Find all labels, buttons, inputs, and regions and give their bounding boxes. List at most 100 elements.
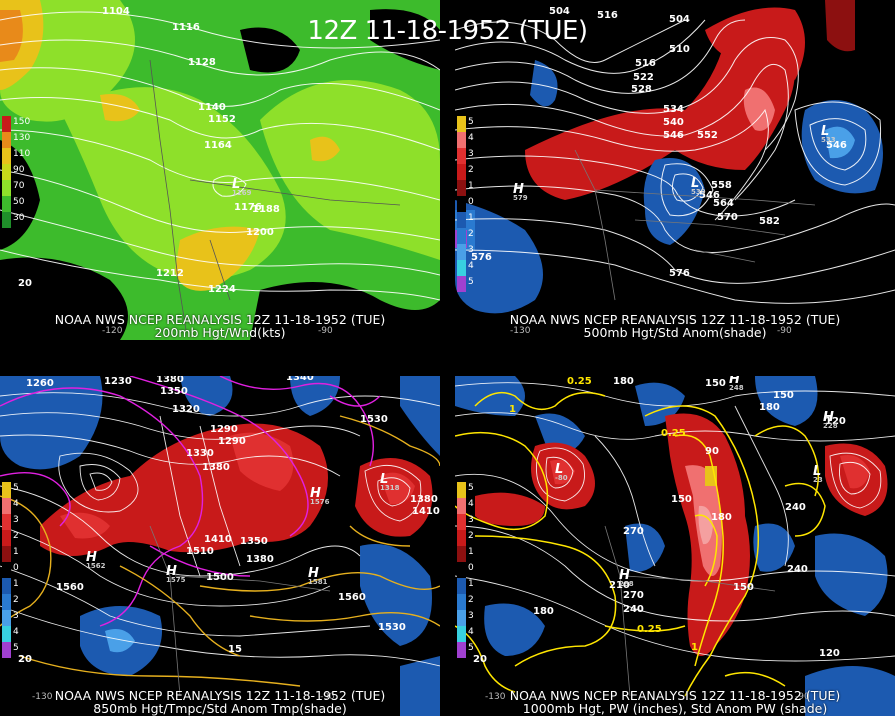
legend-swatch [2, 196, 11, 212]
contour-label: 150 [705, 378, 726, 389]
pressure-center-letter: H [513, 182, 524, 197]
legend-swatch [2, 578, 11, 594]
legend-temp-anomaly: 5 4 3 2 1 0 1 2 3 4 5 [2, 482, 19, 658]
legend-swatch [2, 610, 11, 626]
legend-label: 5 [13, 483, 19, 493]
panel-200mb-wind: 150 130 110 90 70 50 30 NOAA NWS NCEP REANALYS… [0, 0, 440, 340]
contour-label: 546 [663, 130, 684, 141]
legend-label: 5 [468, 117, 474, 127]
legend-entry: 0 [2, 562, 19, 578]
legend-swatch [2, 530, 11, 546]
legend-label: 3 [13, 515, 19, 525]
contour-label: 120 [819, 648, 840, 659]
legend-entry: 4 [457, 498, 474, 514]
contour-label: 1152 [208, 114, 236, 125]
pressure-center-value: 228 [823, 422, 838, 430]
low-pressure-marker: L 1169 [232, 177, 251, 197]
contour-label: 582 [759, 216, 780, 227]
legend-label: 4 [468, 261, 474, 271]
high-pressure-marker: H 1562 [86, 550, 105, 570]
legend-entry: 2 [457, 530, 474, 546]
legend-label: 0 [13, 563, 19, 573]
contour-label: 576 [669, 268, 690, 279]
caption-field: 200mb Hgt/Wnd(kts) [154, 325, 286, 340]
caption-field: 850mb Hgt/Tmpc/Std Anom Tmp(shade) [93, 701, 347, 716]
legend-entry: 1 [457, 180, 474, 196]
legend-entry: 0 [457, 562, 474, 578]
panel-500mb-anomaly: 5 4 3 2 1 0 1 2 3 4 5 NOAA NWS NCEP REANALYSIS 12Z… [455, 0, 895, 340]
legend-entry: 1 [457, 546, 474, 562]
contour-label: 1380 [156, 376, 184, 385]
pressure-center-letter: L [232, 177, 241, 192]
contour-label: 1212 [156, 268, 184, 279]
contour-label: 1230 [104, 376, 132, 387]
contour-label: 516 [597, 10, 618, 21]
pressure-center-letter: H [166, 564, 177, 579]
legend-entry: 30 [2, 212, 24, 228]
low-pressure-marker: L 539 [691, 176, 706, 196]
panel-850mb-temp: 5 4 3 2 1 0 1 2 3 4 5 NOAA NWS NCEP REANALYSIS 12Z… [0, 376, 440, 716]
legend-swatch [2, 132, 11, 148]
high-pressure-marker: H 579 [513, 182, 528, 202]
pressure-center-letter: L [821, 124, 830, 139]
contour-label: 1 [691, 642, 698, 653]
legend-label: 0 [468, 563, 474, 573]
legend-label: 2 [468, 165, 474, 175]
legend-entry: 110 [2, 148, 30, 164]
legend-entry: 5 [2, 642, 19, 658]
legend-label: 2 [468, 595, 474, 605]
contour-label: 180 [759, 402, 780, 413]
contour-label: 1104 [102, 6, 130, 17]
pressure-center-value: 1581 [308, 578, 328, 586]
high-pressure-marker: H 248 [729, 376, 744, 392]
pressure-center-letter: H [310, 486, 321, 501]
legend-swatch [457, 276, 466, 292]
legend-swatch [2, 562, 11, 578]
contour-label: 1330 [186, 448, 214, 459]
pressure-center-letter: L [555, 462, 564, 477]
contour-label: 1530 [378, 622, 406, 633]
legend-label: 2 [13, 531, 19, 541]
high-pressure-marker: H 1581 [308, 566, 327, 586]
contour-label: 20 [18, 654, 32, 665]
legend-swatch [2, 498, 11, 514]
contour-label: 120 [825, 416, 846, 427]
contour-label: 0.25 [567, 376, 592, 387]
legend-entry: 2 [457, 594, 474, 610]
legend-entry: 1 [2, 578, 19, 594]
pressure-center-value: 579 [513, 194, 528, 202]
legend-entry: 130 [2, 132, 30, 148]
contour-label: 240 [785, 502, 806, 513]
contour-label: 0.25 [637, 624, 662, 635]
legend-swatch [457, 212, 466, 228]
high-pressure-marker: H 288 [619, 568, 634, 588]
contour-label: 558 [711, 180, 732, 191]
contour-label: 510 [669, 44, 690, 55]
caption-source: NOAA NWS NCEP REANALYSIS 12Z 11-18-1952 … [54, 312, 386, 327]
legend-swatch [457, 594, 466, 610]
legend-entry: 1 [457, 212, 474, 228]
contour-label: 1224 [208, 284, 236, 295]
contour-label: 1320 [172, 404, 200, 415]
contour-label: 504 [669, 14, 690, 25]
legend-swatch [457, 148, 466, 164]
contour-label: 534 [663, 104, 684, 115]
legend-entry: 4 [457, 626, 474, 642]
contour-label: 1340 [286, 376, 314, 383]
legend-swatch [2, 212, 11, 228]
longitude-label: -120 [102, 326, 123, 336]
legend-swatch [457, 578, 466, 594]
legend-swatch [457, 260, 466, 276]
pressure-center-value: 539 [691, 188, 706, 196]
legend-swatch [457, 642, 466, 658]
legend-swatch [457, 562, 466, 578]
legend-label: 5 [468, 643, 474, 653]
pressure-center-letter: L [813, 464, 822, 479]
contour-label: 1200 [246, 227, 274, 238]
legend-label: 1 [13, 547, 19, 557]
pressure-center-letter: L [691, 176, 700, 191]
pressure-center-letter: H [86, 550, 97, 565]
legend-label: 130 [13, 133, 31, 143]
legend-swatch [2, 594, 11, 610]
legend-label: 4 [468, 499, 474, 509]
